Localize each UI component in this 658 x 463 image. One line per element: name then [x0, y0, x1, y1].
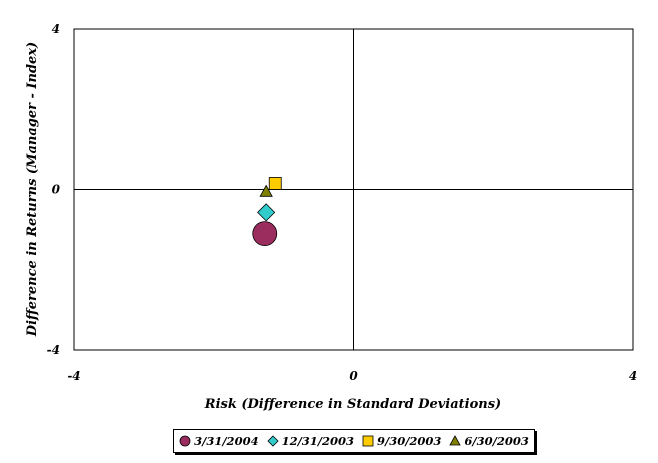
triangle-icon [449, 435, 462, 446]
legend-label: 12/31/2003 [281, 434, 354, 448]
legend-item: 9/30/2003 [362, 434, 441, 448]
y-tick-label: 0 [52, 183, 61, 197]
y-tick-label: 4 [52, 22, 60, 36]
x-tick-label: -4 [67, 369, 80, 383]
legend-label: 6/30/2003 [464, 434, 529, 448]
legend-item: 3/31/2004 [179, 434, 259, 448]
legend: 3/31/2004 12/31/2003 9/30/2003 6/30/2003 [173, 429, 535, 453]
legend-item: 6/30/2003 [449, 434, 529, 448]
x-tick-label: 4 [629, 369, 637, 383]
y-tick-labels: 4 0 -4 [47, 22, 61, 357]
data-point-triangle [259, 184, 273, 197]
legend-item: 12/31/2003 [267, 434, 354, 448]
legend-label: 9/30/2003 [377, 434, 442, 448]
circle-icon [179, 435, 191, 447]
data-points [252, 177, 282, 247]
scatter-chart: 4 0 -4 -4 0 4 Risk (Difference in Standard D… [25, 22, 637, 412]
data-point-diamond [257, 203, 276, 222]
x-tick-label: 0 [349, 369, 358, 383]
diamond-icon [267, 435, 279, 447]
square-icon [362, 435, 374, 447]
legend-label: 3/31/2004 [194, 434, 259, 448]
x-tick-labels: -4 0 4 [67, 369, 637, 383]
data-point-square [268, 177, 282, 190]
y-axis-title: Difference in Returns (Manager - Index) [25, 42, 40, 337]
x-axis-title: Risk (Difference in Standard Deviations) [204, 397, 501, 412]
data-point-circle [252, 221, 278, 247]
y-tick-label: -4 [47, 343, 60, 357]
